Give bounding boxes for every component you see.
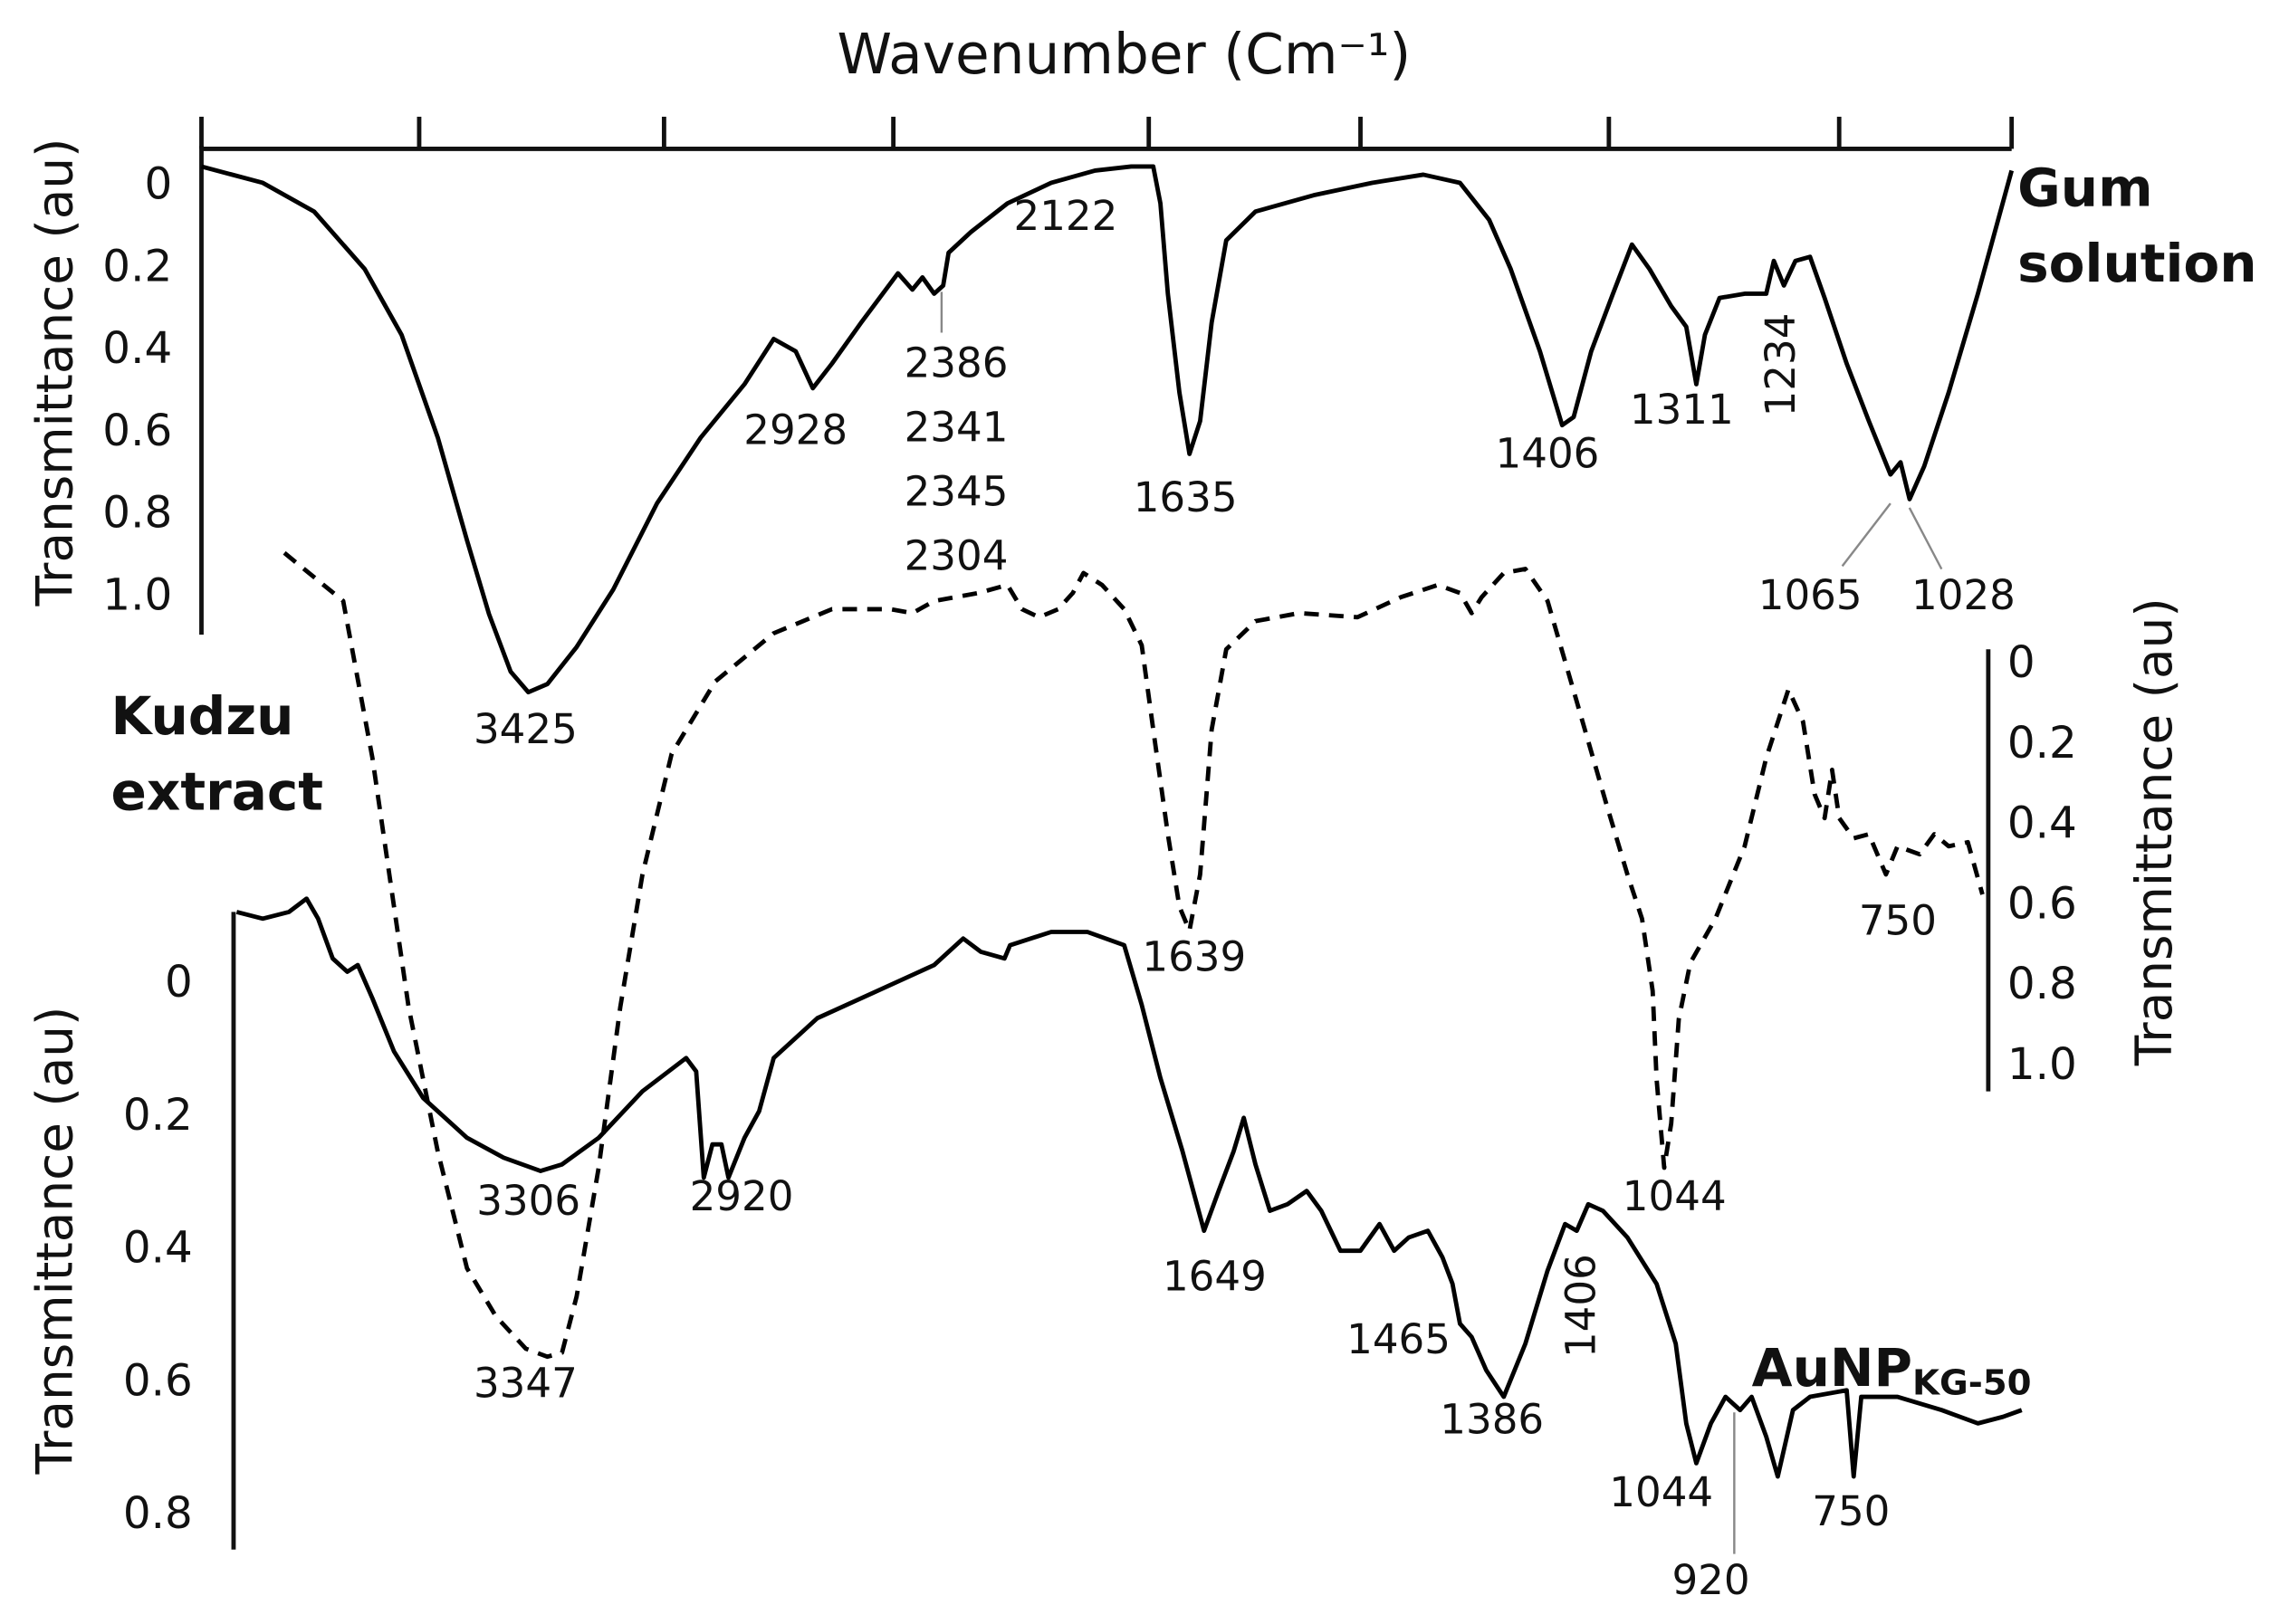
y-axis-title: Transmittance (au) <box>2125 597 2183 1066</box>
peak-label: 3306 <box>476 1177 580 1225</box>
peak-label: 2122 <box>1014 192 1118 240</box>
y-axis-title: Transmittance (au) <box>26 139 84 607</box>
peak-label: 2304 <box>905 531 1009 579</box>
peak-label: 1386 <box>1440 1396 1544 1444</box>
y-tick-label: 0.6 <box>123 1355 193 1406</box>
peak-label: 1635 <box>1134 473 1238 521</box>
y-tick-label: 0.2 <box>102 241 172 291</box>
y-axis-title: Transmittance (au) <box>26 1007 84 1476</box>
spectrum-line <box>283 550 1985 1360</box>
peak-label: 1639 <box>1142 933 1246 981</box>
y-tick-label: 0 <box>144 159 172 210</box>
y-tick-label: 0.6 <box>2007 878 2077 929</box>
peak-label: 1649 <box>1163 1253 1267 1301</box>
y-tick-label: 0.2 <box>2007 718 2077 769</box>
peak-label: 3347 <box>474 1359 578 1407</box>
peak-label: 2345 <box>905 467 1009 515</box>
leader-line <box>1841 502 1892 568</box>
peak-label: 1465 <box>1346 1315 1451 1363</box>
y-tick-label: 0 <box>2007 637 2035 688</box>
series-label-box: Kudzu extract <box>110 687 324 824</box>
y-tick-label: 1.0 <box>102 569 172 620</box>
peak-label: 2920 <box>690 1172 794 1220</box>
y-tick-label: 0.6 <box>102 406 172 456</box>
peak-label: 920 <box>1671 1556 1749 1604</box>
y-tick-label: 0.8 <box>123 1488 193 1539</box>
peak-label: 1406 <box>1556 1254 1604 1358</box>
y-tick-label: 0.8 <box>102 488 172 539</box>
y-tick-label: 0.4 <box>2007 798 2077 849</box>
series-label-box: Gum solution <box>2017 158 2257 295</box>
series-name: AuNP <box>1752 1337 1912 1399</box>
series-label: Gum solution <box>2017 158 2257 295</box>
x-axis-title: Wavenumber (Cm⁻¹) <box>838 23 1412 87</box>
y-tick-label: 0.8 <box>2007 959 2077 1009</box>
y-tick-label: 0.4 <box>102 323 172 374</box>
peak-label: 1406 <box>1496 430 1600 478</box>
peak-label: 1044 <box>1609 1468 1713 1516</box>
peak-label: 1028 <box>1911 571 2016 619</box>
y-tick-label: 0.2 <box>123 1090 193 1141</box>
y-tick-label: 0.4 <box>123 1223 193 1274</box>
peak-label: 2341 <box>905 404 1009 452</box>
spectrum-line <box>200 164 2015 695</box>
peak-label: 1234 <box>1757 313 1805 417</box>
peak-label: 2928 <box>743 406 848 454</box>
series-subscript: KG-50 <box>1912 1362 2032 1403</box>
peak-label: 1065 <box>1758 571 1863 619</box>
leader-line <box>1908 507 1943 570</box>
peak-label: 750 <box>1859 896 1937 944</box>
peak-label: 3425 <box>474 705 578 753</box>
peak-label: 750 <box>1812 1487 1890 1535</box>
peak-label: 1044 <box>1623 1172 1727 1220</box>
y-tick-label: 1.0 <box>2007 1039 2077 1090</box>
series-label: Kudzu extract <box>110 687 324 824</box>
spectrum-line <box>235 896 2023 1479</box>
peak-label: 1311 <box>1630 386 1734 434</box>
y-tick-label: 0 <box>165 957 193 1008</box>
series-label: AuNPKG-50 <box>1752 1337 2032 1403</box>
peak-label: 2386 <box>905 339 1009 387</box>
